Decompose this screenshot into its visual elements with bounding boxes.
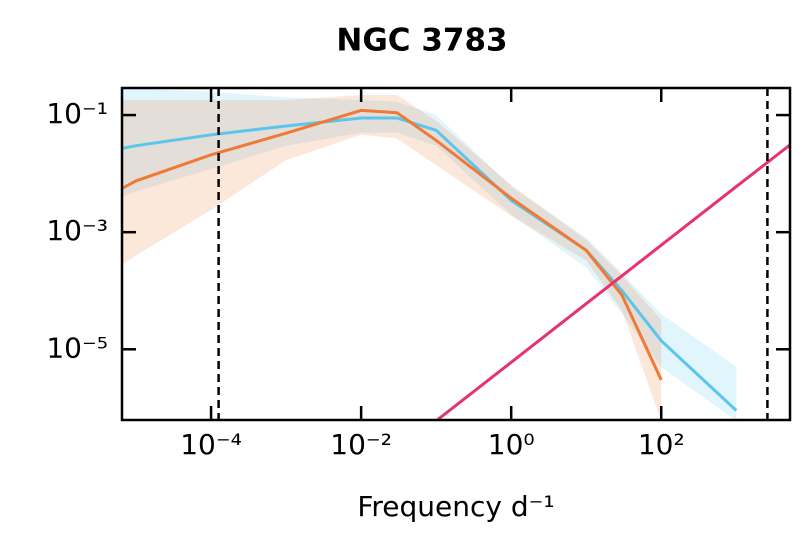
x-axis-label: Frequency d⁻¹: [357, 490, 554, 523]
y-tick-label: 10⁻⁵: [46, 331, 108, 364]
plot-area: [122, 88, 790, 420]
series-line: [435, 143, 790, 420]
confidence-band: [122, 88, 737, 420]
x-tick-label: 10⁰: [488, 428, 535, 461]
y-tick-label: 10⁻³: [46, 214, 108, 247]
axes-frame: [120, 86, 792, 422]
chart-title: NGC 3783: [336, 23, 507, 59]
y-tick-label: 10⁻¹: [46, 97, 108, 130]
x-tick-label: 10⁻²: [330, 428, 392, 461]
series-line: [122, 116, 738, 412]
confidence-band: [122, 95, 662, 420]
x-tick-label: 10²: [638, 428, 685, 461]
series-line: [122, 108, 663, 381]
x-tick-label: 10⁻⁴: [180, 428, 242, 461]
